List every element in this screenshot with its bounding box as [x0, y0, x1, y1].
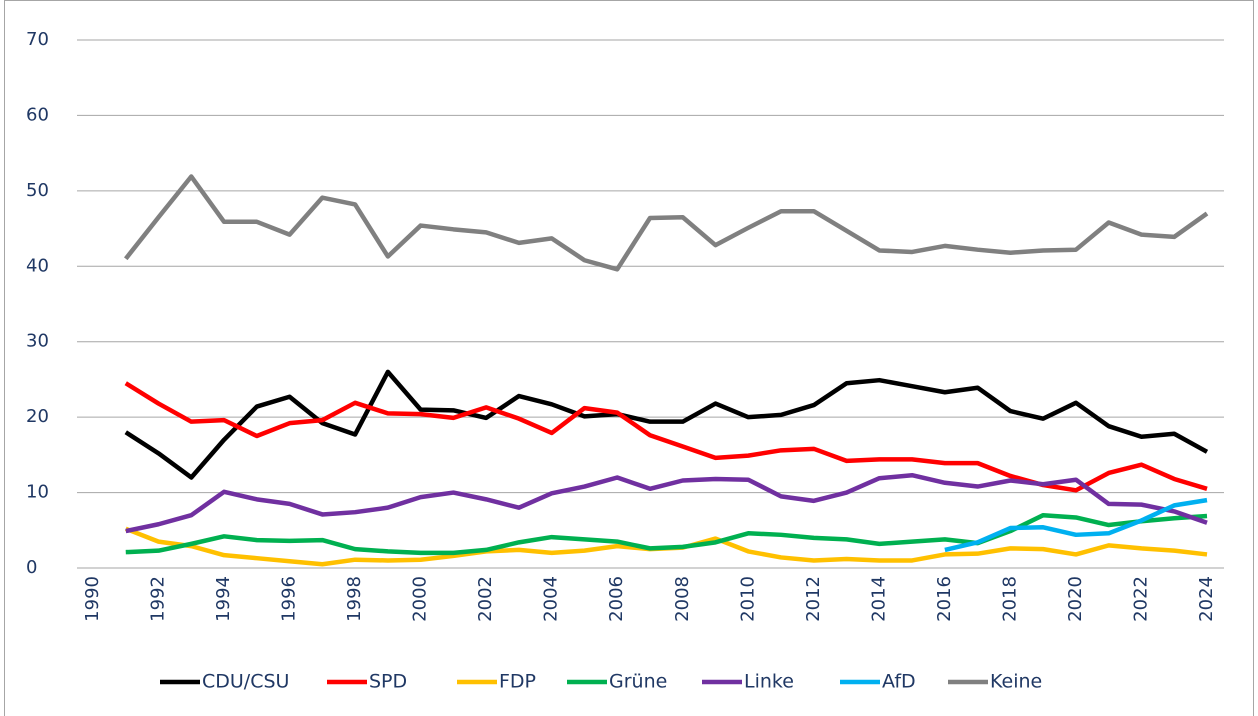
x-tick-label: 1998 — [344, 576, 365, 622]
x-tick-label: 1996 — [279, 576, 300, 622]
x-tick-label: 1990 — [82, 576, 103, 622]
y-tick-label: 70 — [26, 29, 49, 50]
series-line — [944, 497, 1208, 553]
x-tick-label: 2018 — [999, 576, 1020, 622]
x-tick-label: 2024 — [1196, 576, 1217, 622]
legend-label: SPD — [369, 671, 407, 693]
legend-label: CDU/CSU — [202, 671, 289, 693]
x-tick-label: 2022 — [1130, 576, 1151, 622]
x-tick-label: 2000 — [410, 576, 431, 622]
legend-label: AfD — [882, 671, 916, 693]
series-line — [124, 369, 1209, 480]
legend-label: FDP — [499, 671, 536, 693]
y-tick-label: 50 — [26, 180, 49, 201]
y-tick-label: 10 — [26, 482, 49, 503]
chart-frame — [4, 0, 1254, 716]
x-tick-label: 2014 — [868, 576, 889, 622]
y-tick-label: 0 — [26, 557, 37, 578]
x-tick-label: 2020 — [1065, 576, 1086, 622]
x-tick-label: 2008 — [672, 576, 693, 622]
x-tick-label: 2006 — [606, 576, 627, 622]
series-line — [125, 512, 1208, 556]
x-tick-label: 1994 — [213, 576, 234, 622]
x-tick-label: 2012 — [803, 576, 824, 622]
series-line — [125, 472, 1208, 534]
x-tick-label: 2002 — [475, 576, 496, 622]
legend-label: Linke — [744, 671, 794, 693]
y-tick-label: 40 — [26, 255, 49, 276]
x-tick-label: 1992 — [148, 576, 169, 622]
x-tick-label: 2016 — [934, 576, 955, 622]
series-line — [123, 174, 1209, 272]
y-tick-label: 30 — [26, 331, 49, 352]
y-tick-label: 60 — [26, 104, 49, 125]
x-tick-label: 2004 — [541, 576, 562, 622]
legend-label: Keine — [990, 671, 1042, 693]
y-tick-label: 20 — [26, 406, 49, 427]
legend-label: Grüne — [609, 671, 667, 693]
x-tick-label: 2010 — [737, 576, 758, 622]
